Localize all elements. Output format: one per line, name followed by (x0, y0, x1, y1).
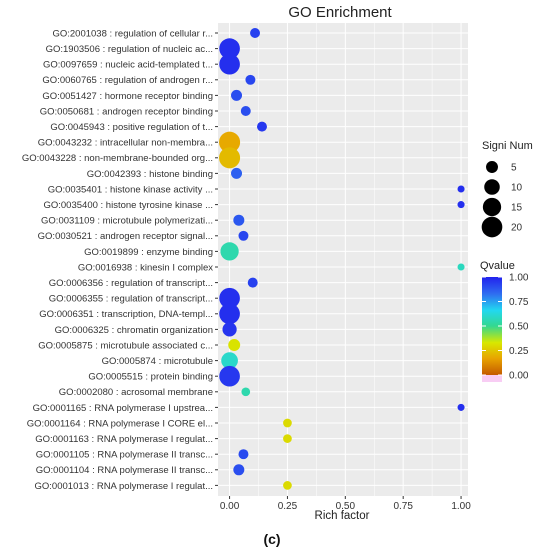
q-value-legend-label: 0.50 (509, 322, 529, 333)
term-label: GO:0045943 : positive regulation of t... (50, 122, 213, 133)
enrichment-point (233, 214, 245, 226)
enrichment-point (257, 121, 267, 132)
size-legend-label: 15 (511, 203, 523, 214)
plot-panel (218, 23, 468, 496)
enrichment-point (219, 287, 240, 309)
enrichment-point (228, 339, 241, 351)
term-label: GO:0001105 : RNA polymerase II transc... (36, 450, 213, 461)
term-label: GO:0002080 : acrosomal membrane (59, 387, 213, 398)
term-label: GO:0005875 : microtubule associated c... (38, 340, 213, 351)
term-label: GO:0006356 : regulation of transcript... (49, 278, 213, 289)
size-legend-title: Signi Num (482, 140, 533, 152)
x-tick-label: 0.75 (393, 501, 413, 512)
size-legend-label: 20 (511, 223, 523, 234)
q-value-legend: Qvalue 1.00 0.75 0.50 0.25 0.00 (480, 260, 529, 382)
term-label: GO:0035400 : histone tyrosine kinase ... (43, 200, 213, 211)
enrichment-point (283, 434, 292, 443)
q-value-legend-label: 1.00 (509, 273, 529, 284)
figure-caption: (c) (263, 531, 280, 547)
enrichment-point (238, 449, 249, 460)
term-label: GO:0030521 : androgen receptor signal... (38, 231, 213, 242)
term-label: GO:0050681 : androgen receptor binding (40, 106, 213, 117)
term-label: GO:0006325 : chromatin organization (55, 325, 213, 336)
term-label: GO:0006355 : regulation of transcript... (49, 294, 213, 305)
x-tick-label: 0.00 (220, 501, 240, 512)
gridlines (218, 23, 468, 496)
term-label: GO:0042393 : histone binding (87, 169, 213, 180)
enrichment-point (219, 53, 240, 75)
term-label: GO:0016938 : kinesin I complex (78, 262, 213, 273)
q-value-colorbar-below (482, 375, 502, 382)
enrichment-point (231, 167, 243, 179)
term-label: GO:0001165 : RNA polymerase I upstrea... (33, 403, 213, 414)
q-value-legend-label: 0.00 (509, 371, 529, 382)
term-label: GO:0043232 : intracellular non-membra... (38, 138, 213, 149)
term-label: GO:0051427 : hormone receptor binding (42, 91, 213, 102)
enrichment-point (283, 418, 292, 428)
enrichment-points (219, 28, 465, 490)
enrichment-point (222, 322, 237, 337)
enrichment-point (457, 185, 465, 193)
enrichment-point (231, 89, 243, 101)
term-label: GO:0001163 : RNA polymerase I regulat... (35, 434, 213, 445)
term-label: GO:0005874 : microtubule (102, 356, 213, 367)
size-legend-dot (482, 197, 502, 217)
y-axis-term-labels: GO:2001038 : regulation of cellular r...… (22, 28, 218, 492)
term-label: GO:0001164 : RNA polymerase I CORE el... (27, 418, 213, 429)
enrichment-point (219, 38, 240, 59)
x-tick-label: 0.50 (336, 501, 356, 512)
term-label: GO:0043228 : non-membrane-bounded org... (22, 153, 213, 164)
term-label: GO:0019899 : enzyme binding (84, 247, 213, 258)
x-tick-label: 0.25 (278, 501, 298, 512)
enrichment-point (220, 242, 239, 261)
enrichment-point (219, 365, 240, 387)
term-label: GO:0060765 : regulation of androgen r... (42, 75, 213, 86)
term-label: GO:0001104 : RNA polymerase II transc... (36, 465, 213, 476)
enrichment-point (457, 263, 465, 271)
enrichment-point (219, 147, 241, 169)
size-legend-dot (484, 179, 500, 195)
x-axis-title: Rich factor (315, 510, 370, 522)
term-label: GO:2001038 : regulation of cellular r... (52, 28, 213, 39)
q-value-legend-title: Qvalue (480, 260, 515, 272)
term-label: GO:0031109 : microtubule polymerizati... (41, 216, 213, 227)
enrichment-point (245, 74, 256, 85)
enrichment-point (238, 230, 249, 241)
x-axis-ticks: 0.00 0.25 0.50 0.75 1.00 (220, 496, 471, 512)
q-value-legend-label: 0.75 (509, 297, 529, 308)
enrichment-point (219, 303, 240, 325)
term-label: GO:0097659 : nucleic acid-templated t... (43, 60, 213, 71)
q-value-colorbar (482, 277, 502, 375)
size-legend-dot (481, 216, 503, 238)
chart-title: GO Enrichment (288, 4, 392, 21)
enrichment-point (221, 352, 238, 369)
enrichment-point (250, 28, 261, 38)
size-legend-label: 10 (511, 183, 523, 194)
enrichment-point (240, 106, 251, 116)
enrichment-point (283, 481, 292, 490)
size-legend: Signi Num 5 10 15 20 (481, 140, 533, 238)
enrichment-point (457, 201, 465, 209)
q-value-legend-label: 0.25 (509, 346, 529, 357)
size-legend-label: 5 (511, 163, 517, 174)
enrichment-point (241, 387, 251, 397)
enrichment-point (233, 464, 245, 476)
enrichment-point (219, 131, 241, 153)
enrichment-point (247, 277, 258, 288)
term-label: GO:0006351 : transcription, DNA-templ... (39, 309, 213, 320)
x-tick-label: 1.00 (451, 501, 471, 512)
term-label: GO:0001013 : RNA polymerase I regulat... (35, 481, 213, 492)
term-label: GO:0035401 : histone kinase activity ... (48, 184, 213, 195)
term-label: GO:0005515 : protein binding (88, 372, 213, 383)
term-label: GO:1903506 : regulation of nucleic ac... (46, 44, 213, 55)
enrichment-point (457, 403, 465, 411)
size-legend-dot (486, 161, 498, 173)
